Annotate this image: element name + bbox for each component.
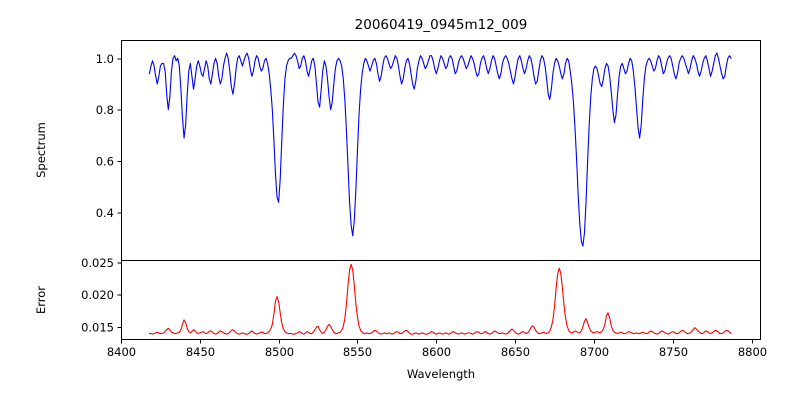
spectrum-y-tick-label: 0.4 bbox=[96, 206, 114, 220]
wavelength-x-tick-label: 8600 bbox=[422, 345, 451, 359]
error-panel: 0.015 0.020 0.025 8400 8450 8500 8550 8600 8650… bbox=[34, 256, 767, 381]
spectrum-y-tick-label: 1.0 bbox=[96, 52, 114, 66]
spectrum-y-tick-label: 0.6 bbox=[96, 155, 114, 169]
wavelength-x-tick-label: 8400 bbox=[107, 345, 136, 359]
error-y-tick-label: 0.015 bbox=[81, 321, 114, 335]
wavelength-x-tick-label: 8500 bbox=[265, 345, 294, 359]
spectrum-line bbox=[148, 52, 732, 247]
spectrum-panel-frame bbox=[121, 40, 761, 261]
error-line bbox=[148, 263, 732, 335]
wavelength-x-tick-label: 8800 bbox=[738, 345, 767, 359]
wavelength-x-ticks: 8400 8450 8500 8550 8600 8650 8700 8750 8800 bbox=[107, 339, 767, 359]
wavelength-x-tick-label: 8700 bbox=[580, 345, 609, 359]
error-axis-label: Error bbox=[34, 286, 48, 314]
error-y-tick-label: 0.020 bbox=[81, 288, 114, 302]
spectrum-y-tick-label: 0.8 bbox=[96, 103, 114, 117]
error-y-ticks: 0.015 0.020 0.025 bbox=[81, 256, 122, 335]
page-title: 20060419_0945m12_009 bbox=[355, 17, 528, 33]
spectrum-axis-label: Spectrum bbox=[34, 122, 48, 178]
wavelength-x-tick-label: 8750 bbox=[659, 345, 688, 359]
spectrum-panel: 0.4 0.6 0.8 1.0 Spectrum bbox=[34, 40, 761, 261]
wavelength-x-tick-label: 8650 bbox=[501, 345, 530, 359]
spectrum-y-ticks: 0.4 0.6 0.8 1.0 bbox=[96, 52, 122, 220]
error-panel-frame bbox=[121, 260, 761, 340]
wavelength-axis-label: Wavelength bbox=[407, 367, 475, 381]
wavelength-x-tick-label: 8450 bbox=[186, 345, 215, 359]
wavelength-x-tick-label: 8550 bbox=[343, 345, 372, 359]
error-y-tick-label: 0.025 bbox=[81, 256, 114, 270]
